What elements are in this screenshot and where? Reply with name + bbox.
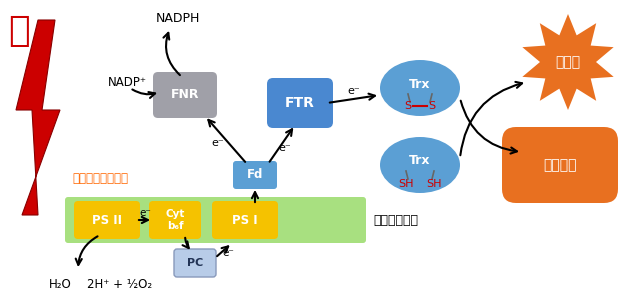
- Text: Trx: Trx: [409, 77, 431, 91]
- Text: e⁻: e⁻: [222, 248, 234, 258]
- FancyBboxPatch shape: [233, 161, 277, 189]
- Text: S: S: [404, 101, 412, 111]
- Text: S: S: [428, 101, 436, 111]
- Text: Trx: Trx: [409, 155, 431, 167]
- Text: Cyt: Cyt: [165, 209, 185, 219]
- Text: PS II: PS II: [92, 214, 122, 227]
- Text: NADPH: NADPH: [156, 12, 200, 25]
- FancyBboxPatch shape: [174, 249, 216, 277]
- Text: SH: SH: [426, 179, 442, 189]
- Polygon shape: [522, 14, 614, 110]
- Text: PS I: PS I: [232, 214, 258, 227]
- Text: チラコイド膜: チラコイド膜: [373, 214, 418, 227]
- Ellipse shape: [380, 60, 460, 116]
- Text: 活性型: 活性型: [556, 55, 580, 69]
- Text: 不活性型: 不活性型: [543, 158, 577, 172]
- FancyBboxPatch shape: [74, 201, 140, 239]
- Text: b₆f: b₆f: [166, 221, 183, 231]
- Text: e⁻: e⁻: [348, 86, 360, 96]
- Text: e⁻: e⁻: [139, 208, 151, 218]
- FancyBboxPatch shape: [267, 78, 333, 128]
- FancyBboxPatch shape: [65, 197, 366, 243]
- Text: e⁻: e⁻: [212, 138, 225, 148]
- Text: e⁻: e⁻: [278, 143, 291, 153]
- Text: FNR: FNR: [171, 88, 199, 102]
- Text: NADP⁺: NADP⁺: [108, 77, 147, 89]
- Text: Fd: Fd: [247, 168, 263, 181]
- Text: 光: 光: [8, 14, 29, 48]
- FancyBboxPatch shape: [502, 127, 618, 203]
- Text: SH: SH: [398, 179, 413, 189]
- FancyBboxPatch shape: [153, 72, 217, 118]
- Text: PC: PC: [187, 258, 203, 268]
- FancyBboxPatch shape: [212, 201, 278, 239]
- Text: H₂O: H₂O: [49, 278, 72, 291]
- Text: FTR: FTR: [285, 96, 315, 110]
- Text: 光合成電子伝達系: 光合成電子伝達系: [72, 171, 128, 185]
- FancyBboxPatch shape: [149, 201, 201, 239]
- Text: 2H⁺ + ½O₂: 2H⁺ + ½O₂: [88, 278, 152, 291]
- Polygon shape: [16, 20, 60, 215]
- Ellipse shape: [380, 137, 460, 193]
